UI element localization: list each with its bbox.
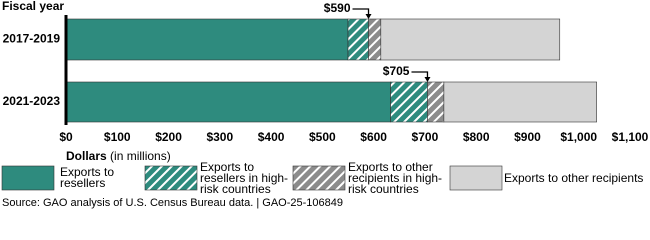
legend-swatch: [449, 165, 503, 191]
bar-segment: [368, 18, 382, 61]
annotation-label: $705: [383, 64, 410, 78]
chart: Fiscal year Dollars (in millions) Source…: [1, 0, 649, 209]
annotation-arrow: [411, 71, 429, 80]
x-label-unit: (in millions): [110, 149, 171, 163]
legend-label: Exports to other recipients in high-risk…: [348, 159, 443, 196]
source: Source: GAO analysis of U.S. Census Bure…: [2, 197, 343, 209]
x-tick-label: $1,100: [612, 130, 649, 144]
annotation-arrow: [352, 8, 370, 17]
x-tick-label: $200: [155, 130, 182, 144]
legend-label: Exports to resellers: [60, 165, 115, 190]
y-tick-label: 2017-2019: [3, 32, 61, 46]
arrow-head: [424, 77, 431, 82]
x-tick-label: $600: [360, 130, 387, 144]
bar-segment: [380, 18, 561, 61]
x-tick-label: $700: [412, 130, 439, 144]
x-tick-label: $100: [104, 130, 131, 144]
legend-swatch: [292, 165, 346, 191]
bar-segment: [347, 18, 369, 61]
x-tick-label: $800: [463, 130, 490, 144]
x-tick-label: $1,000: [560, 130, 597, 144]
bar-segment: [65, 81, 391, 123]
y-tick-label: 2021-2023: [3, 94, 61, 108]
x-tick-label: $400: [258, 130, 285, 144]
x-tick-label: $0: [59, 130, 73, 144]
annotation-label: $590: [324, 1, 351, 15]
bar-segment: [390, 81, 428, 123]
bar-segment: [443, 81, 597, 123]
chart-svg: Fiscal year Dollars (in millions) Source…: [1, 0, 649, 209]
x-tick-label: $500: [309, 130, 336, 144]
bar-segment: [65, 18, 349, 61]
x-axis-title: Dollars (in millions): [66, 149, 171, 163]
legend-label: Exports to resellers in high-risk countr…: [200, 159, 289, 196]
bar-segment: [427, 81, 445, 123]
x-tick-label: $900: [514, 130, 541, 144]
legend-swatch: [144, 165, 198, 191]
x-tick-label: $300: [206, 130, 233, 144]
x-label: Dollars: [66, 149, 107, 163]
legend-swatch: [1, 165, 55, 191]
legend-label: Exports to other recipients: [504, 170, 644, 185]
y-axis-title: Fiscal year: [2, 0, 64, 13]
arrow-head: [365, 14, 372, 19]
